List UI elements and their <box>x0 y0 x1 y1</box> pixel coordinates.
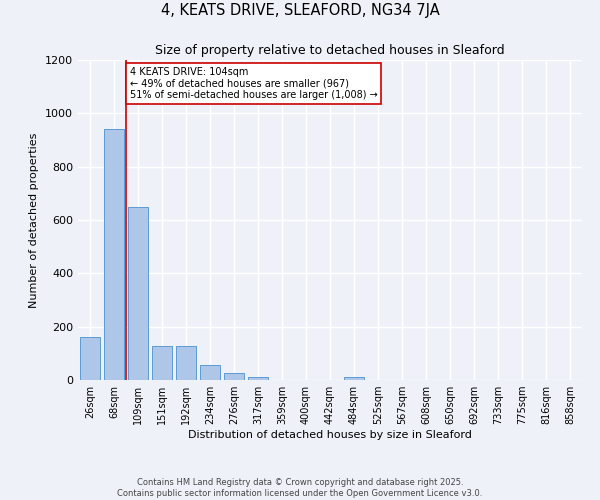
Bar <box>200 366 220 380</box>
Bar <box>128 206 148 380</box>
Bar <box>224 374 244 380</box>
Text: 4, KEATS DRIVE, SLEAFORD, NG34 7JA: 4, KEATS DRIVE, SLEAFORD, NG34 7JA <box>161 2 439 18</box>
Text: Contains HM Land Registry data © Crown copyright and database right 2025.
Contai: Contains HM Land Registry data © Crown c… <box>118 478 482 498</box>
Bar <box>104 130 124 380</box>
Bar <box>80 338 100 380</box>
Bar <box>152 346 172 380</box>
X-axis label: Distribution of detached houses by size in Sleaford: Distribution of detached houses by size … <box>188 430 472 440</box>
Bar <box>248 377 268 380</box>
Text: 4 KEATS DRIVE: 104sqm
← 49% of detached houses are smaller (967)
51% of semi-det: 4 KEATS DRIVE: 104sqm ← 49% of detached … <box>130 66 377 100</box>
Y-axis label: Number of detached properties: Number of detached properties <box>29 132 40 308</box>
Bar <box>176 346 196 380</box>
Title: Size of property relative to detached houses in Sleaford: Size of property relative to detached ho… <box>155 44 505 58</box>
Bar <box>344 377 364 380</box>
